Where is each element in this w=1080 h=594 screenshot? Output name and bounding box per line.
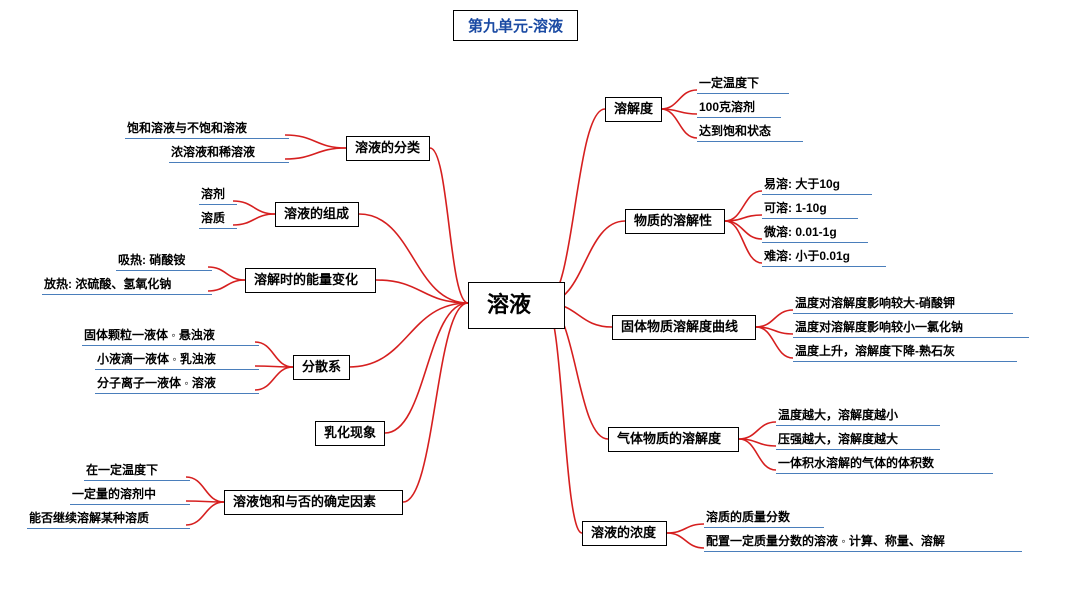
l-solute: 溶质 xyxy=(199,210,237,229)
l-slight: 微溶: 0.01-1g xyxy=(762,224,868,243)
l-solution-d: 分子离子一液体 ◦ 溶液 xyxy=(95,375,259,394)
l-easy: 易溶: 大于10g xyxy=(762,176,872,195)
l-suspension: 固体颗粒一液体 ◦ 悬浊液 xyxy=(82,327,259,346)
b-solid-curve: 固体物质溶解度曲线 xyxy=(612,315,756,340)
center-node: 溶液 xyxy=(468,282,565,329)
l-temp1: 在一定温度下 xyxy=(84,462,190,481)
l-nacl: 温度对溶解度影响较小一氯化钠 xyxy=(793,319,1029,338)
l-emulsion-d: 小液滴一液体 ◦ 乳浊液 xyxy=(95,351,259,370)
b-dispersion: 分散系 xyxy=(293,355,350,380)
l-amount: 一定量的溶剂中 xyxy=(70,486,190,505)
b-composition: 溶液的组成 xyxy=(275,202,359,227)
l-gas-press: 压强越大，溶解度越大 xyxy=(776,431,940,450)
page-title: 第九单元-溶液 xyxy=(453,10,578,41)
l-insoluble: 难溶: 小于0.01g xyxy=(762,248,886,267)
b-saturation-factors: 溶液饱和与否的确定因素 xyxy=(224,490,403,515)
l-saturated: 饱和溶液与不饱和溶液 xyxy=(125,120,289,139)
l-caoh: 温度上升，溶解度下降-熟石灰 xyxy=(793,343,1017,362)
b-solubility: 溶解度 xyxy=(605,97,662,122)
mindmap-stage: 第九单元-溶液 溶液溶液的分类饱和溶液与不饱和溶液浓溶液和稀溶液溶液的组成溶剂溶… xyxy=(0,0,1080,594)
l-exo: 放热: 浓硫酸、氢氧化钠 xyxy=(42,276,212,295)
b-solubility-prop: 物质的溶解性 xyxy=(625,209,725,234)
b-energy: 溶解时的能量变化 xyxy=(245,268,376,293)
l-100g: 100克溶剂 xyxy=(697,99,781,118)
b-emulsify: 乳化现象 xyxy=(315,421,385,446)
l-massfrac: 溶质的质量分数 xyxy=(704,509,824,528)
l-config: 配置一定质量分数的溶液 ◦ 计算、称量、溶解 xyxy=(704,533,1022,552)
l-endo: 吸热: 硝酸铵 xyxy=(116,252,212,271)
l-concentration: 浓溶液和稀溶液 xyxy=(169,144,289,163)
l-temp-given: 一定温度下 xyxy=(697,75,789,94)
b-gas-solubility: 气体物质的溶解度 xyxy=(608,427,739,452)
b-classify: 溶液的分类 xyxy=(346,136,430,161)
l-kno3: 温度对溶解度影响较大-硝酸钾 xyxy=(793,295,1013,314)
l-gas-temp: 温度越大，溶解度越小 xyxy=(776,407,940,426)
l-soluble: 可溶: 1-10g xyxy=(762,200,858,219)
b-concentration2: 溶液的浓度 xyxy=(582,521,667,546)
l-solvent: 溶剂 xyxy=(199,186,237,205)
l-gas-vol: 一体积水溶解的气体的体积数 xyxy=(776,455,993,474)
l-saturate: 达到饱和状态 xyxy=(697,123,803,142)
l-continue: 能否继续溶解某种溶质 xyxy=(27,510,190,529)
